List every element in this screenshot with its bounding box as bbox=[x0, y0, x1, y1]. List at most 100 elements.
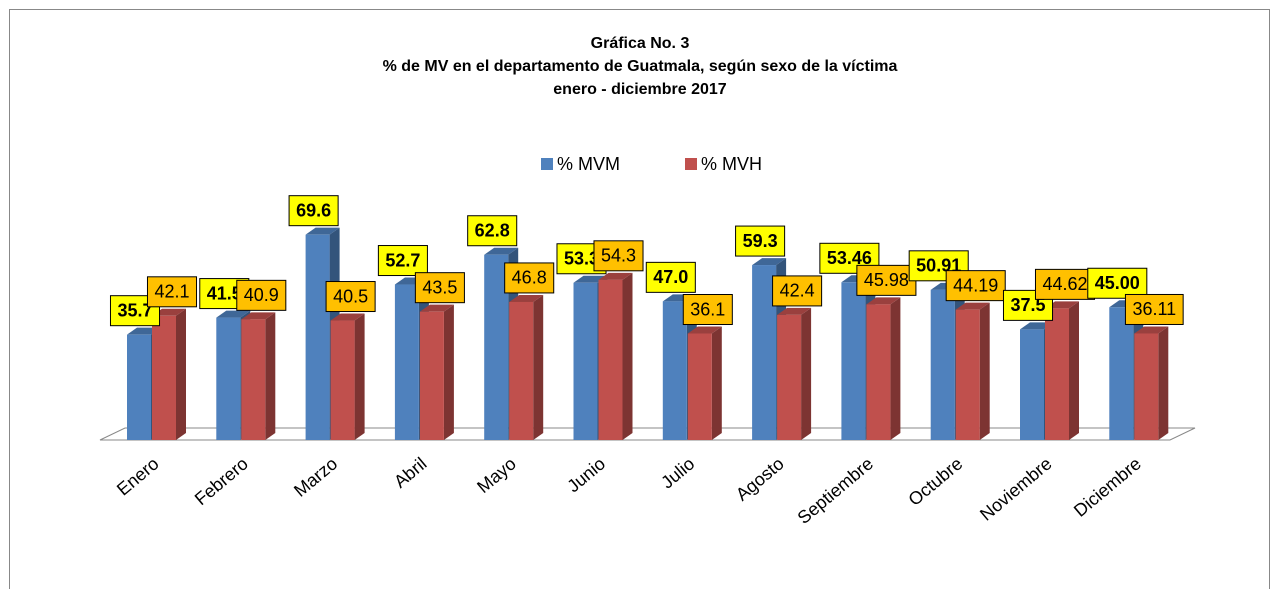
bar-front bbox=[330, 320, 355, 440]
data-label: 69.6 bbox=[296, 200, 331, 220]
bar-top bbox=[305, 227, 340, 235]
chart-title: Gráfica No. 3 bbox=[591, 35, 690, 52]
bar-front bbox=[1109, 307, 1134, 440]
data-label: 44.62 bbox=[1042, 274, 1087, 294]
data-label: 59.3 bbox=[743, 231, 778, 251]
bar bbox=[419, 304, 454, 440]
bar-front bbox=[394, 284, 419, 440]
bar-front bbox=[305, 234, 330, 440]
data-label: 54.3 bbox=[601, 246, 636, 266]
data-label-box bbox=[377, 245, 428, 277]
data-label: 53.46 bbox=[827, 248, 872, 268]
bar-top bbox=[509, 294, 544, 302]
bar-side bbox=[979, 302, 990, 440]
data-label: 42.4 bbox=[780, 281, 815, 301]
data-label: 35.7 bbox=[117, 300, 152, 320]
data-label-box bbox=[856, 264, 917, 296]
bar bbox=[330, 313, 365, 440]
legend-swatch bbox=[541, 158, 553, 170]
bar-front bbox=[419, 311, 444, 440]
data-label: 42.1 bbox=[154, 282, 189, 302]
data-label-box bbox=[288, 195, 339, 227]
bar-front bbox=[1045, 308, 1069, 440]
bar-top bbox=[955, 302, 990, 310]
data-label-box bbox=[1124, 293, 1184, 325]
data-label-box bbox=[414, 272, 465, 304]
chart-title: enero - diciembre 2017 bbox=[553, 81, 727, 98]
data-label-box bbox=[772, 275, 823, 307]
data-label-box bbox=[593, 240, 644, 272]
data-label-box bbox=[146, 276, 198, 308]
bar bbox=[1134, 326, 1169, 440]
legend-label: % MVM bbox=[557, 154, 620, 174]
bar-side bbox=[801, 307, 812, 440]
bar bbox=[152, 308, 186, 440]
bar-top bbox=[216, 310, 251, 318]
data-label-box bbox=[819, 242, 880, 274]
bar-top bbox=[152, 308, 186, 316]
bar-front bbox=[509, 301, 534, 440]
data-label: 40.5 bbox=[333, 286, 368, 306]
legend-label: % MVH bbox=[701, 154, 762, 174]
bar-top bbox=[598, 272, 633, 280]
bar-side bbox=[533, 294, 544, 440]
data-label: 37.5 bbox=[1010, 295, 1045, 315]
bar-front bbox=[841, 282, 866, 440]
data-label-box bbox=[645, 261, 696, 293]
data-label: 45.98 bbox=[864, 270, 909, 290]
bar-front bbox=[687, 333, 712, 440]
bar bbox=[1045, 301, 1079, 440]
bar-side bbox=[890, 297, 901, 440]
bar-front bbox=[866, 304, 891, 440]
data-label-box bbox=[1087, 267, 1148, 299]
bar-top bbox=[484, 247, 519, 255]
data-label-box bbox=[467, 215, 518, 247]
bar-top bbox=[687, 326, 722, 334]
bar-top bbox=[752, 258, 787, 266]
bar-top bbox=[241, 312, 276, 320]
bar-top bbox=[866, 297, 901, 305]
data-label-box bbox=[236, 279, 287, 311]
data-label: 44.19 bbox=[953, 275, 998, 295]
bar-side bbox=[1069, 301, 1079, 440]
floor bbox=[99, 427, 1196, 441]
bar-front bbox=[930, 289, 955, 440]
data-label: 45.00 bbox=[1095, 273, 1140, 293]
bar bbox=[955, 302, 990, 440]
bar-top bbox=[1134, 326, 1169, 334]
data-label: 36.11 bbox=[1132, 299, 1176, 319]
bar-side bbox=[443, 304, 454, 440]
bar bbox=[241, 312, 276, 440]
bar-front bbox=[152, 315, 176, 440]
data-label: 36.1 bbox=[690, 299, 725, 319]
bar bbox=[598, 272, 633, 440]
bar-top bbox=[1045, 301, 1079, 309]
data-label: 53.3 bbox=[564, 249, 599, 269]
data-label-box bbox=[682, 294, 733, 326]
bar-front bbox=[216, 317, 241, 440]
bar-side bbox=[622, 272, 633, 440]
bar-front bbox=[127, 334, 151, 440]
bar bbox=[509, 294, 544, 440]
data-label: 41.5 bbox=[207, 283, 242, 303]
bar-front bbox=[777, 314, 802, 440]
bar-front bbox=[241, 319, 266, 440]
bar-front bbox=[955, 309, 980, 440]
data-label-box bbox=[735, 225, 786, 257]
data-label: 40.9 bbox=[244, 285, 279, 305]
data-label-box bbox=[1034, 268, 1096, 300]
bar-front bbox=[598, 279, 623, 440]
data-label: 46.8 bbox=[512, 268, 547, 288]
legend-swatch bbox=[685, 158, 697, 170]
data-label-box bbox=[325, 281, 376, 313]
data-label-box bbox=[504, 262, 555, 294]
bar-side bbox=[354, 313, 365, 440]
bar-front bbox=[573, 282, 598, 440]
bar-front bbox=[1020, 329, 1044, 440]
bar-side bbox=[265, 312, 276, 440]
data-label: 43.5 bbox=[422, 277, 457, 297]
chart-title: % de MV en el departamento de Guatmala, … bbox=[383, 58, 898, 75]
data-label: 47.0 bbox=[653, 267, 688, 287]
bar-top bbox=[777, 307, 812, 315]
